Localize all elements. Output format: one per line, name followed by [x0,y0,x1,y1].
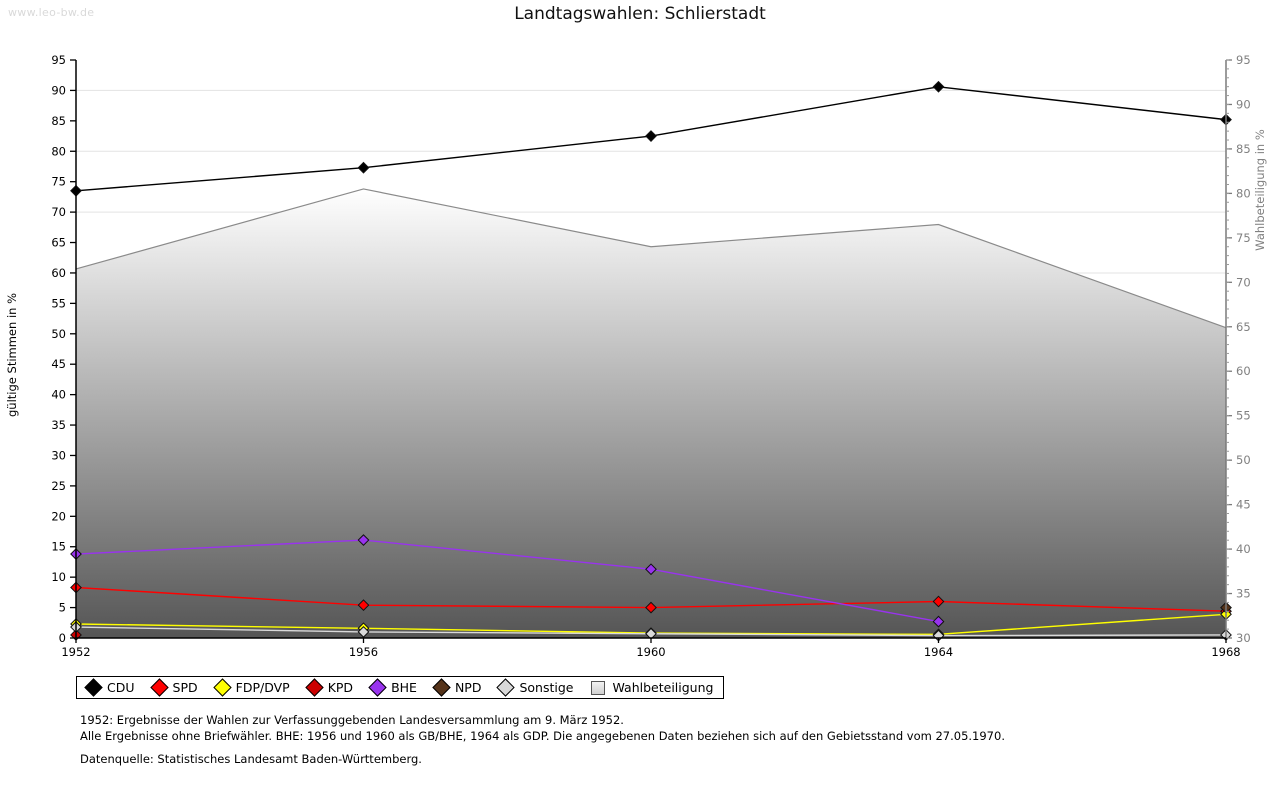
svg-text:1956: 1956 [349,645,378,659]
svg-text:45: 45 [51,357,66,371]
svg-text:55: 55 [51,296,66,310]
svg-text:20: 20 [51,509,66,523]
svg-text:35: 35 [1236,587,1251,601]
svg-text:30: 30 [51,448,66,462]
tick-labels: 0 5 10 15 20 25 30 35 40 45 50 55 60 65 70 75 80 85 90 95 30… [51,53,1250,659]
chart-legend: CDU SPD FDP/DVP KPD BHE NPD Sonstige Wahlbeteil… [76,676,725,699]
legend-diamond-icon [84,678,103,697]
svg-text:1960: 1960 [636,645,665,659]
svg-text:90: 90 [51,83,66,97]
footnote-line-2: Alle Ergebnisse ohne Briefwähler. BHE: 1… [80,729,1005,743]
svg-text:75: 75 [1236,231,1251,245]
svg-text:1952: 1952 [61,645,90,659]
legend-label: Wahlbeteiligung [612,680,714,695]
svg-text:85: 85 [1236,142,1251,156]
svg-text:50: 50 [51,327,66,341]
svg-text:35: 35 [51,418,66,432]
legend-label: CDU [107,680,135,695]
data-source: Datenquelle: Statistisches Landesamt Bad… [80,752,422,766]
svg-text:60: 60 [1236,364,1251,378]
svg-text:1964: 1964 [924,645,953,659]
legend-diamond-icon [304,678,324,697]
axes [70,59,1232,643]
svg-text:65: 65 [1236,320,1251,334]
legend-item-bhe[interactable]: BHE [368,678,417,697]
svg-text:55: 55 [1236,409,1251,423]
svg-text:80: 80 [51,144,66,158]
legend-item-cdu[interactable]: CDU [84,678,135,697]
footnote-line-1: 1952: Ergebnisse der Wahlen zur Verfassu… [80,713,624,727]
legend-item-wahlbeteiligung[interactable]: Wahlbeteiligung [591,680,713,695]
legend-label: Sonstige [519,680,574,695]
svg-text:50: 50 [1236,453,1251,467]
svg-text:85: 85 [51,114,66,128]
legend-diamond-icon [496,678,516,697]
svg-text:1968: 1968 [1211,645,1240,659]
svg-text:25: 25 [51,479,66,493]
svg-text:75: 75 [51,175,66,189]
svg-text:5: 5 [59,601,66,615]
legend-label: SPD [172,680,198,695]
legend-square-icon [591,680,606,695]
turnout-area [75,188,1227,638]
svg-text:0: 0 [59,631,66,645]
right-axis-title: Wahlbeteiligung in % [1253,129,1267,251]
footnotes: 1952: Ergebnisse der Wahlen zur Verfassu… [80,712,1005,744]
page-title: Landtagswahlen: Schlierstadt [514,4,766,24]
svg-text:15: 15 [51,540,66,554]
svg-text:30: 30 [1236,631,1251,645]
svg-text:40: 40 [51,388,66,402]
legend-item-npd[interactable]: NPD [432,678,482,697]
svg-text:60: 60 [51,266,66,280]
legend-label: FDP/DVP [235,680,290,695]
legend-label: KPD [327,680,354,695]
svg-text:40: 40 [1236,542,1251,556]
legend-diamond-icon [212,678,232,697]
svg-text:10: 10 [51,570,66,584]
legend-label: BHE [391,680,417,695]
site-watermark: www.leo-bw.de [8,6,95,19]
legend-item-spd[interactable]: SPD [149,678,198,697]
svg-text:70: 70 [1236,275,1251,289]
svg-text:65: 65 [51,236,66,250]
svg-text:95: 95 [1236,53,1251,67]
svg-text:45: 45 [1236,498,1251,512]
legend-diamond-icon [149,678,169,697]
legend-label: NPD [454,680,482,695]
legend-diamond-icon [368,678,387,697]
legend-item-fdp-dvp[interactable]: FDP/DVP [212,678,290,697]
svg-text:70: 70 [51,205,66,219]
svg-text:80: 80 [1236,186,1251,200]
legend-item-kpd[interactable]: KPD [304,678,354,697]
svg-text:95: 95 [51,53,66,67]
legend-item-sonstige[interactable]: Sonstige [496,678,574,697]
left-axis-title: gültige Stimmen in % [5,293,19,417]
svg-text:90: 90 [1236,97,1251,111]
legend-diamond-icon [432,678,451,697]
